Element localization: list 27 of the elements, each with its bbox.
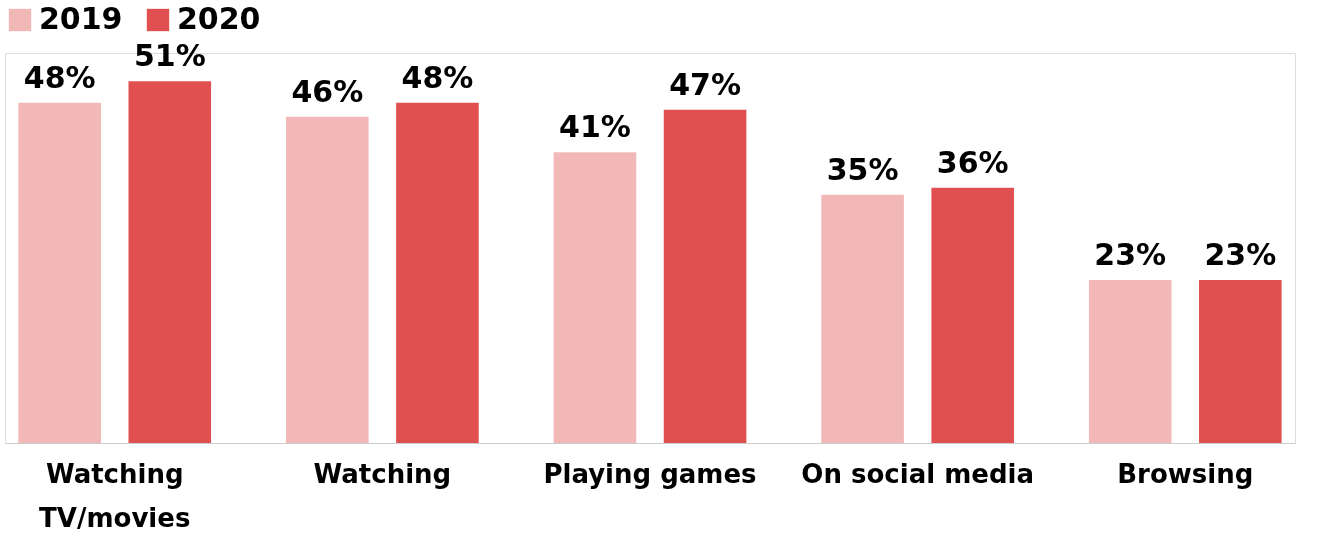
data-label: 35% [826, 151, 899, 187]
legend-label: 2020 [177, 1, 261, 36]
data-label: 23% [1094, 236, 1167, 272]
bar [1199, 279, 1282, 443]
bar [128, 81, 212, 443]
data-label: 46% [291, 73, 364, 109]
data-label: 23% [1204, 236, 1277, 272]
bar [931, 187, 1014, 443]
x-tick-label: Watching [313, 458, 452, 489]
bar [553, 152, 637, 443]
x-tick-label: Watching TV/movies [39, 458, 191, 533]
bar [1088, 279, 1172, 443]
bar [286, 116, 369, 443]
data-label: 51% [133, 38, 206, 74]
x-tick-label: Playing games [543, 458, 757, 489]
data-label: 41% [559, 109, 631, 145]
bar [18, 102, 101, 443]
legend-label: 2019 [39, 1, 123, 36]
data-label: 48% [401, 59, 474, 95]
data-label: 36% [936, 144, 1009, 180]
bar [821, 194, 904, 443]
data-label: 47% [669, 66, 741, 102]
bar [663, 109, 747, 443]
bar [396, 102, 479, 443]
x-tick-label: On social media [801, 458, 1034, 489]
data-label: 48% [23, 59, 96, 95]
x-tick-label: Browsing [1117, 458, 1254, 489]
